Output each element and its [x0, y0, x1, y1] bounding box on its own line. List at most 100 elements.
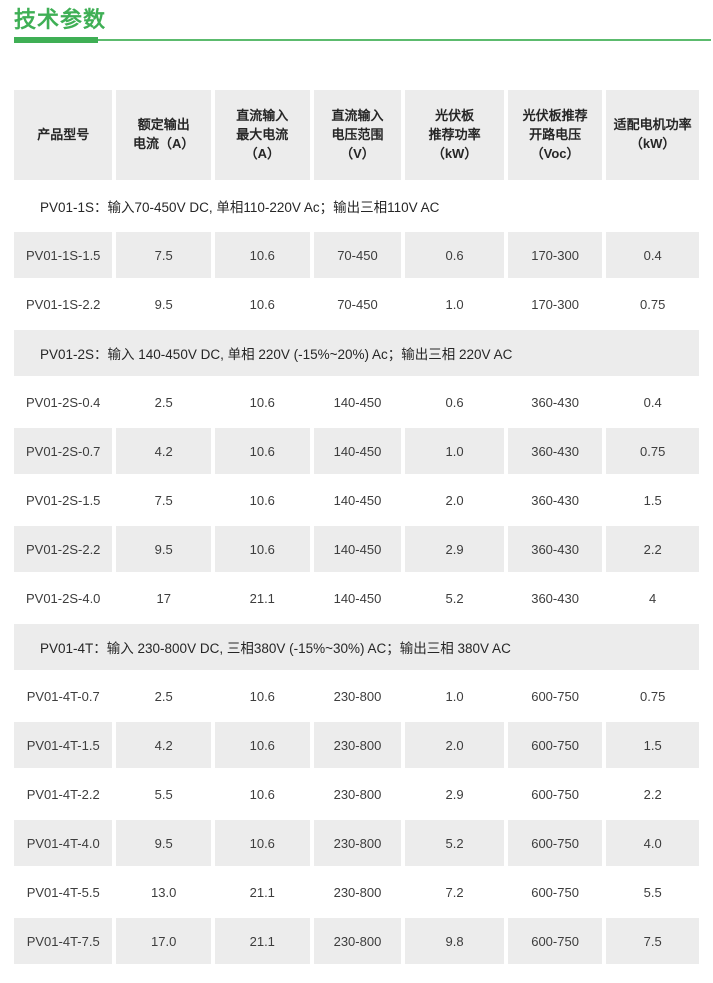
- value-cell: 0.6: [445, 394, 464, 410]
- value-cell: 9.8: [405, 918, 504, 965]
- value-cell: 230-800: [313, 918, 402, 965]
- value-cell: 170-300: [531, 296, 579, 312]
- value-cell: 2.9: [445, 786, 464, 802]
- value-cell: 230-800: [313, 820, 402, 867]
- table-header-row: 产品型号 额定输出 电流（A） 直流输入 最大电流 （A） 直流输入 电压范围 （V）…: [14, 90, 699, 181]
- value-cell: 230-800: [313, 722, 402, 769]
- model-cell: PV01-4T-7.5: [14, 918, 113, 965]
- value-cell: 600-750: [507, 918, 603, 965]
- value-cell: 7.5: [116, 232, 211, 279]
- value-cell: 10.6: [214, 820, 310, 867]
- column-header: 直流输入 最大电流 （A）: [214, 90, 310, 181]
- value-cell: 1.0: [445, 296, 464, 312]
- value-cell: 360-430: [531, 394, 579, 410]
- value-cell: 0.75: [606, 428, 699, 475]
- title-underline-accent: [14, 37, 98, 44]
- value-cell: 10.6: [249, 394, 275, 410]
- model-cell: PV01-4T-2.2: [26, 786, 100, 802]
- value-cell: 230-800: [333, 884, 382, 900]
- value-cell: 4.2: [116, 428, 211, 475]
- value-cell: 10.6: [249, 688, 275, 704]
- column-header: 光伏板推荐 开路电压 （Voc）: [507, 90, 603, 181]
- value-cell: 10.6: [249, 786, 275, 802]
- value-cell: 1.5: [643, 492, 662, 508]
- spec-table: 产品型号 额定输出 电流（A） 直流输入 最大电流 （A） 直流输入 电压范围 （V）…: [14, 90, 699, 965]
- value-cell: 10.6: [214, 526, 310, 573]
- value-cell: 5.5: [154, 786, 173, 802]
- series-section-label: PV01-1S：输入70-450V DC, 单相110-220V Ac；输出三相…: [40, 200, 440, 216]
- model-cell: PV01-4T-4.0: [14, 820, 113, 867]
- column-header: 直流输入 电压范围 （V）: [313, 90, 402, 181]
- model-cell: PV01-1S-1.5: [14, 232, 113, 279]
- table-row: PV01-2S-2.2 9.5 10.6 140-450 2.9 360-430 2.2: [14, 526, 699, 573]
- series-section-label: PV01-2S：输入 140-450V DC, 单相 220V (-15%~20…: [14, 330, 699, 377]
- value-cell: 10.6: [214, 722, 310, 769]
- value-cell: 5.2: [445, 590, 464, 606]
- value-cell: 4: [649, 590, 657, 606]
- value-cell: 360-430: [507, 526, 603, 573]
- value-cell: 70-450: [337, 296, 378, 312]
- value-cell: 13.0: [151, 884, 177, 900]
- value-cell: 360-430: [507, 428, 603, 475]
- table-row: PV01-2S-4.0 17 21.1 140-450 5.2 360-430 4: [14, 575, 699, 621]
- model-cell: PV01-1S-2.2: [25, 296, 101, 312]
- value-cell: 230-800: [333, 786, 382, 802]
- value-cell: 7.5: [606, 918, 699, 965]
- value-cell: 140-450: [313, 526, 402, 573]
- value-cell: 17: [156, 590, 171, 606]
- value-cell: 1.0: [405, 428, 504, 475]
- value-cell: 21.1: [249, 590, 275, 606]
- value-cell: 0.4: [643, 394, 662, 410]
- title-block: 技术参数: [14, 7, 711, 44]
- column-header: 产品型号: [14, 90, 113, 181]
- value-cell: 4.2: [116, 722, 211, 769]
- value-cell: 2.0: [445, 492, 464, 508]
- value-cell: 600-750: [507, 722, 603, 769]
- value-cell: 4.0: [606, 820, 699, 867]
- value-cell: 600-750: [531, 786, 579, 802]
- value-cell: 140-450: [333, 492, 382, 508]
- value-cell: 2.9: [405, 526, 504, 573]
- value-cell: 9.5: [116, 820, 211, 867]
- value-cell: 600-750: [531, 884, 579, 900]
- series-section-row: PV01-2S：输入 140-450V DC, 单相 220V (-15%~20…: [14, 330, 699, 377]
- table-row: PV01-1S-1.5 7.5 10.6 70-450 0.6 170-300 0.4: [14, 232, 699, 279]
- value-cell: 21.1: [214, 918, 310, 965]
- column-header: 适配电机功率 （kW）: [606, 90, 699, 181]
- value-cell: 70-450: [313, 232, 402, 279]
- page-title: 技术参数: [14, 7, 107, 32]
- table-row: PV01-4T-4.0 9.5 10.6 230-800 5.2 600-750 4.0: [14, 820, 699, 867]
- table-row: PV01-4T-2.2 5.5 10.6 230-800 2.9 600-750 2.2: [14, 771, 699, 817]
- value-cell: 230-800: [333, 688, 382, 704]
- value-cell: 10.6: [249, 492, 275, 508]
- value-cell: 0.75: [640, 296, 666, 312]
- value-cell: 0.6: [405, 232, 504, 279]
- value-cell: 1.0: [445, 688, 464, 704]
- column-header: 额定输出 电流（A）: [116, 90, 211, 181]
- table-row: PV01-4T-0.7 2.5 10.6 230-800 1.0 600-750 0.75: [14, 673, 699, 719]
- model-cell: PV01-2S-4.0: [25, 590, 101, 606]
- value-cell: 17.0: [116, 918, 211, 965]
- value-cell: 360-430: [531, 590, 579, 606]
- value-cell: 140-450: [313, 428, 402, 475]
- value-cell: 10.6: [214, 232, 310, 279]
- value-cell: 7.5: [154, 492, 173, 508]
- value-cell: 10.6: [214, 428, 310, 475]
- value-cell: 5.2: [405, 820, 504, 867]
- table-row: PV01-4T-5.5 13.0 21.1 230-800 7.2 600-750 5.5: [14, 869, 699, 915]
- value-cell: 2.2: [643, 786, 662, 802]
- value-cell: 9.5: [154, 296, 173, 312]
- value-cell: 600-750: [507, 820, 603, 867]
- table-row: PV01-4T-1.5 4.2 10.6 230-800 2.0 600-750 1.5: [14, 722, 699, 769]
- table-row: PV01-4T-7.5 17.0 21.1 230-800 9.8 600-750 7.5: [14, 918, 699, 965]
- model-cell: PV01-4T-0.7: [26, 688, 100, 704]
- value-cell: 10.6: [249, 296, 275, 312]
- table-row: PV01-2S-0.4 2.5 10.6 140-450 0.6 360-430 0.4: [14, 379, 699, 425]
- value-cell: 2.5: [154, 394, 173, 410]
- value-cell: 9.5: [116, 526, 211, 573]
- series-section-row: PV01-1S：输入70-450V DC, 单相110-220V Ac；输出三相…: [14, 183, 699, 229]
- value-cell: 0.4: [606, 232, 699, 279]
- table-row: PV01-2S-0.7 4.2 10.6 140-450 1.0 360-430 0.75: [14, 428, 699, 475]
- value-cell: 5.5: [643, 884, 662, 900]
